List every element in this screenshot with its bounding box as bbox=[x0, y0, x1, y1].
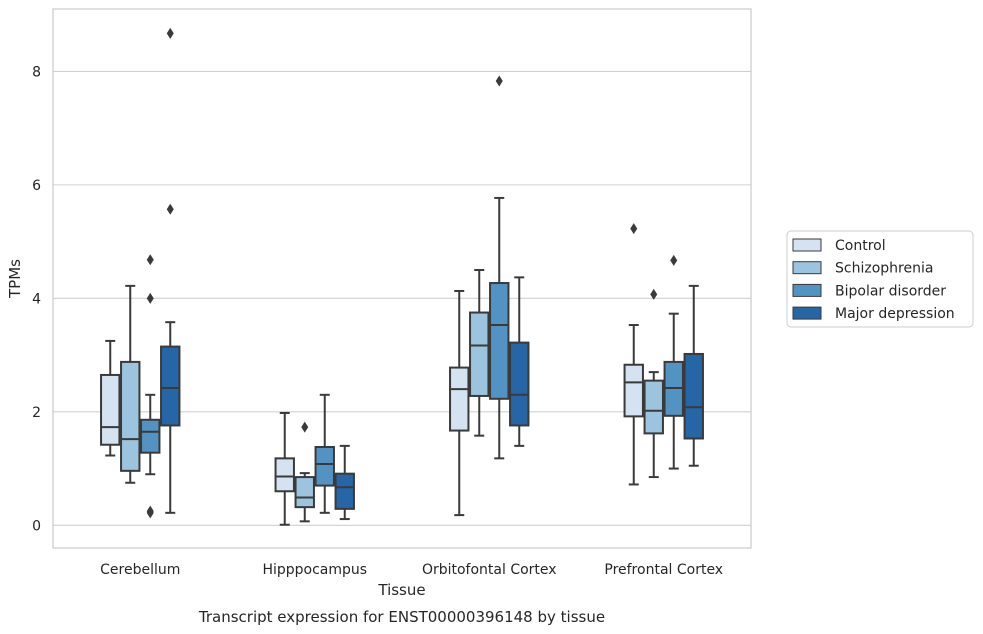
legend-item: Schizophrenia bbox=[792, 261, 933, 277]
x-tick-label: Cerebellum bbox=[100, 562, 180, 578]
outlier-point bbox=[146, 507, 154, 519]
box-plot-group bbox=[489, 75, 510, 460]
box-plot-group bbox=[140, 254, 161, 519]
box-iqr bbox=[140, 418, 161, 454]
box-plot-group bbox=[663, 254, 684, 470]
legend-label: Schizophrenia bbox=[835, 261, 933, 277]
grid-lines bbox=[53, 70, 751, 526]
box-plot-group bbox=[334, 444, 355, 521]
x-tick-label: Orbitofontal Cortex bbox=[422, 562, 557, 578]
outlier-point bbox=[650, 288, 658, 300]
box-plot-group bbox=[294, 421, 315, 523]
legend: Control Schizophrenia Bipolar disorder Majo… bbox=[786, 230, 974, 328]
x-axis-ticks: Cerebellum Hipppocampus Orbitofontal Corte… bbox=[100, 562, 723, 578]
box-plot-group bbox=[643, 288, 664, 479]
box-plot-group bbox=[274, 411, 295, 526]
box-iqr bbox=[489, 282, 510, 400]
legend-label: Major depression bbox=[835, 306, 955, 322]
x-tick-label: Prefrontal Cortex bbox=[604, 562, 723, 578]
y-axis-title: TPMs bbox=[6, 259, 24, 299]
outlier-point bbox=[146, 254, 154, 266]
box-iqr bbox=[509, 341, 530, 427]
outlier-point bbox=[166, 203, 174, 215]
outlier-point bbox=[495, 75, 503, 87]
legend-swatch bbox=[792, 283, 822, 297]
box-plot-group bbox=[120, 284, 141, 484]
box-iqr bbox=[623, 363, 644, 418]
outlier-point bbox=[166, 27, 174, 39]
legend-swatch bbox=[792, 238, 822, 252]
box-iqr bbox=[274, 457, 295, 493]
legend-swatch bbox=[792, 306, 822, 320]
outlier-point bbox=[670, 254, 678, 266]
legend-item: Bipolar disorder bbox=[792, 283, 946, 299]
box-iqr bbox=[314, 446, 335, 487]
y-tick-label: 4 bbox=[32, 291, 41, 307]
y-tick-label: 6 bbox=[32, 178, 41, 194]
chart-caption: Transcript expression for ENST0000039614… bbox=[198, 608, 605, 626]
box-plot-group bbox=[509, 276, 530, 447]
legend-label: Bipolar disorder bbox=[835, 283, 946, 299]
legend-item: Control bbox=[792, 238, 886, 254]
plot-frame bbox=[52, 8, 752, 549]
box-iqr bbox=[334, 472, 355, 510]
box-iqr bbox=[160, 345, 181, 427]
y-tick-label: 8 bbox=[32, 64, 41, 80]
outlier-point bbox=[301, 421, 309, 433]
box-iqr bbox=[120, 360, 141, 472]
box-plot-group bbox=[160, 27, 181, 514]
box-iqr bbox=[100, 373, 121, 446]
box-plot-group bbox=[449, 289, 470, 517]
box-iqr bbox=[449, 366, 470, 432]
y-axis-ticks: 0 2 4 6 8 bbox=[32, 64, 41, 534]
box-plot-group bbox=[623, 223, 644, 486]
legend-item: Major depression bbox=[792, 306, 955, 322]
box-plot-group bbox=[314, 393, 335, 514]
x-tick-label: Hipppocampus bbox=[262, 562, 367, 578]
box-plot-group bbox=[683, 284, 704, 467]
x-axis-title: Tissue bbox=[377, 581, 425, 599]
box-plot-group bbox=[100, 339, 121, 457]
y-tick-label: 0 bbox=[32, 518, 41, 534]
y-tick-label: 2 bbox=[32, 405, 41, 421]
outlier-point bbox=[146, 292, 154, 304]
box-iqr bbox=[643, 379, 664, 435]
box-plot-marks bbox=[100, 27, 704, 526]
legend-swatch bbox=[792, 261, 822, 275]
box-iqr bbox=[469, 311, 490, 397]
legend-frame bbox=[786, 230, 974, 328]
outlier-point bbox=[630, 223, 638, 235]
box-iqr bbox=[683, 352, 704, 440]
box-plot-group bbox=[469, 268, 490, 437]
box-iqr bbox=[294, 476, 315, 509]
legend-label: Control bbox=[835, 238, 886, 254]
